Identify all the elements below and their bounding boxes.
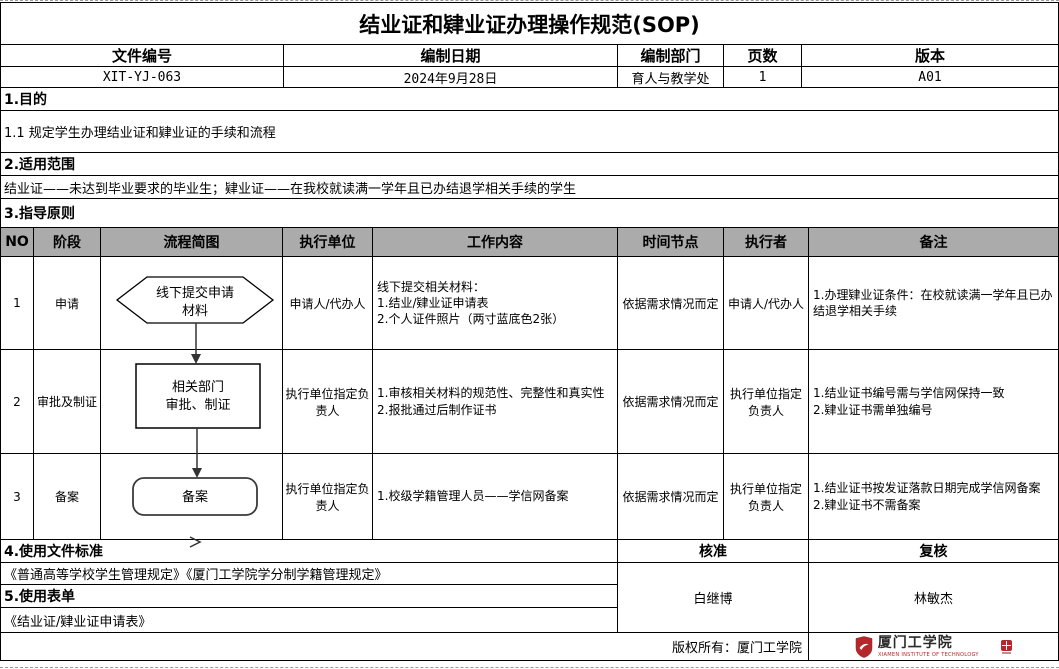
col-header-time: 时间节点 — [617, 227, 724, 257]
institute-logo: 厦门工学院 XIAMEN INSTITUTE OF TECHNOLOGY — [810, 634, 1058, 660]
row1-stage: 申请 — [33, 256, 101, 350]
row1-unit: 申请人/代办人 — [282, 256, 373, 350]
row2-executor: 执行单位指定负责人 — [723, 349, 809, 454]
row1-content: 线下提交相关材料： 1.结业/肄业证申请表 2.个人证件照片（两寸蓝底色2张） — [372, 256, 618, 350]
logo-name-text: 厦门工学院 — [877, 634, 953, 651]
row2-content: 1.审核相关材料的规范性、完整性和真实性 2.报批通过后制作证书 — [372, 349, 618, 454]
process-table: NO 阶段 流程简图 执行单位 工作内容 时间节点 执行者 备注 1 申请 申请… — [0, 227, 1059, 540]
page-title: 结业证和肄业证办理操作规范(SOP) — [0, 2, 1059, 45]
review-header: 复核 — [808, 539, 1059, 563]
approver-name: 白继博 — [617, 562, 809, 633]
doc-date-value: 2024年9月28日 — [283, 66, 618, 88]
row3-no: 3 — [0, 453, 34, 540]
logo-subtitle-text: XIAMEN INSTITUTE OF TECHNOLOGY — [877, 651, 979, 658]
section-2-content: 结业证——未达到毕业要求的毕业生；肄业证——在我校就读满一学年且已办结退学相关手… — [0, 175, 1059, 199]
section-5-content: 《结业证/肄业证申请表》 — [0, 607, 618, 633]
table-row: 2 审批及制证 执行单位指定负责人 1.审核相关材料的规范性、完整性和真实性 2… — [0, 349, 1059, 454]
doc-version-header: 版本 — [801, 44, 1059, 67]
logo-cell: 厦门工学院 XIAMEN INSTITUTE OF TECHNOLOGY — [808, 632, 1059, 661]
shield-logo-icon — [855, 635, 872, 658]
row1-executor: 申请人/代办人 — [723, 256, 809, 350]
doc-dept-value: 育人与教学处 — [617, 66, 724, 88]
seal-icon — [1001, 639, 1013, 654]
col-header-executor: 执行者 — [723, 227, 809, 257]
col-header-content: 工作内容 — [372, 227, 618, 257]
row3-executor: 执行单位指定负责人 — [723, 453, 809, 540]
section-3-title: 3.指导原则 — [0, 198, 1059, 228]
col-header-unit: 执行单位 — [282, 227, 373, 257]
col-header-flowchart: 流程简图 — [100, 227, 283, 257]
section-4-content: 《普通高等学校学生管理规定》《厦门工学院学分制学籍管理规定》 — [0, 562, 618, 585]
row2-stage: 审批及制证 — [33, 349, 101, 454]
page-break-line-bottom — [0, 667, 1059, 668]
process-header-row: NO 阶段 流程简图 执行单位 工作内容 时间节点 执行者 备注 — [0, 227, 1059, 257]
doc-number-value: XIT-YJ-063 — [0, 66, 284, 88]
col-header-remark: 备注 — [808, 227, 1059, 257]
approve-header: 核准 — [617, 539, 809, 563]
section-1-title: 1.目的 — [0, 87, 1059, 111]
sections-table: 1.目的 1.1 规定学生办理结业证和肄业证的手续和流程 2.适用范围 结业证—… — [0, 87, 1059, 228]
row2-time: 依据需求情况而定 — [617, 349, 724, 454]
row2-unit: 执行单位指定负责人 — [282, 349, 373, 454]
row2-remark: 1.结业证书编号需与学信网保持一致 2.肄业证书需单独编号 — [808, 349, 1059, 454]
row3-unit: 执行单位指定负责人 — [282, 453, 373, 540]
doc-number-header: 文件编号 — [0, 44, 284, 67]
row2-no: 2 — [0, 349, 34, 454]
page-break-line-top — [0, 0, 1059, 1]
doc-info-table: 结业证和肄业证办理操作规范(SOP) 文件编号 编制日期 编制部门 页数 版本 … — [0, 2, 1059, 88]
section-1-content: 1.1 规定学生办理结业证和肄业证的手续和流程 — [0, 110, 1059, 153]
doc-pages-header: 页数 — [723, 44, 802, 67]
row3-stage: 备案 — [33, 453, 101, 540]
row1-remark: 1.办理肄业证条件：在校就读满一学年且已办结退学相关手续 — [808, 256, 1059, 350]
section-5-title: 5.使用表单 — [0, 584, 618, 608]
row1-time: 依据需求情况而定 — [617, 256, 724, 350]
doc-pages-value: 1 — [723, 66, 802, 88]
doc-date-header: 编制日期 — [283, 44, 618, 67]
doc-version-value: A01 — [801, 66, 1059, 88]
section-4-title: 4.使用文件标准 — [0, 539, 618, 563]
copyright-text: 版权所有：厦门工学院 — [0, 632, 809, 661]
row3-content: 1.校级学籍管理人员——学信网备案 — [372, 453, 618, 540]
table-row: 1 申请 申请人/代办人 线下提交相关材料： 1.结业/肄业证申请表 2.个人证… — [0, 256, 1059, 350]
row3-flowchart-cell — [100, 453, 283, 540]
row3-remark: 1.结业证书按发证落款日期完成学信网备案 2.肄业证书不需备案 — [808, 453, 1059, 540]
logo-text-block: 厦门工学院 XIAMEN INSTITUTE OF TECHNOLOGY — [878, 636, 997, 658]
row1-no: 1 — [0, 256, 34, 350]
col-header-stage: 阶段 — [33, 227, 101, 257]
footer-table: 4.使用文件标准 核准 复核 《普通高等学校学生管理规定》《厦门工学院学分制学籍… — [0, 539, 1059, 661]
section-2-title: 2.适用范围 — [0, 152, 1059, 176]
reviewer-name: 林敏杰 — [808, 562, 1059, 633]
table-row: 3 备案 执行单位指定负责人 1.校级学籍管理人员——学信网备案 依据需求情况而… — [0, 453, 1059, 540]
row3-time: 依据需求情况而定 — [617, 453, 724, 540]
doc-dept-header: 编制部门 — [617, 44, 724, 67]
col-header-no: NO — [0, 227, 34, 257]
row1-flowchart-cell — [100, 256, 283, 350]
row2-flowchart-cell — [100, 349, 283, 454]
